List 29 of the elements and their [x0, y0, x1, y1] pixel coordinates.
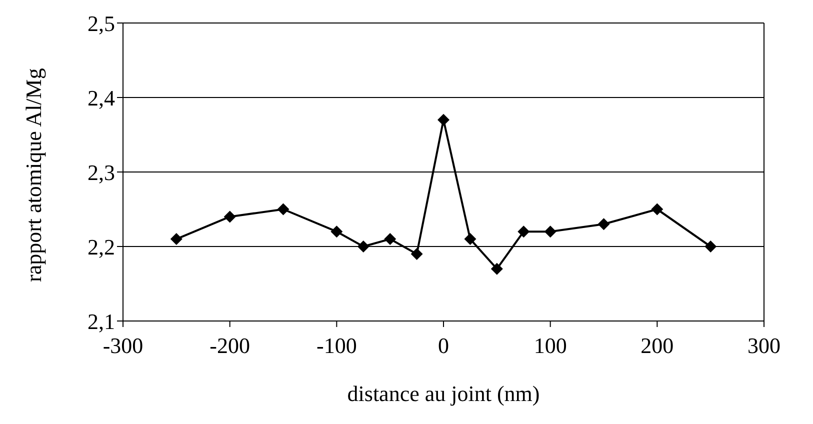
point	[330, 226, 343, 238]
x-tick-label: 300	[748, 333, 780, 358]
point	[464, 233, 476, 246]
x-tick-label: 0	[438, 333, 449, 358]
y-tick-label: 2,2	[88, 234, 115, 260]
point	[357, 240, 370, 252]
x-tick-label: -100	[316, 333, 357, 358]
y-tick-label: 2,5	[88, 10, 115, 36]
y-tick-label: 2,4	[88, 85, 115, 110]
point	[598, 218, 610, 230]
y-axis-title: rapport atomique Al/Mg	[20, 68, 46, 282]
x-axis-title: distance au joint (nm)	[347, 381, 540, 406]
point	[438, 114, 450, 126]
point	[518, 226, 530, 238]
point	[277, 203, 290, 216]
x-tick-label: -200	[210, 333, 250, 358]
point	[490, 262, 503, 275]
point	[544, 226, 556, 238]
point	[651, 203, 664, 216]
point	[384, 233, 396, 246]
x-tick-label: -300	[102, 333, 144, 358]
x-tick-label: 200	[640, 333, 674, 358]
x-tick-label: 100	[534, 333, 567, 358]
point	[704, 240, 717, 252]
point	[170, 233, 182, 246]
point	[410, 248, 423, 260]
y-tick-label: 2,1	[88, 308, 115, 334]
point	[224, 210, 236, 223]
y-tick-label: 2,3	[88, 160, 115, 185]
